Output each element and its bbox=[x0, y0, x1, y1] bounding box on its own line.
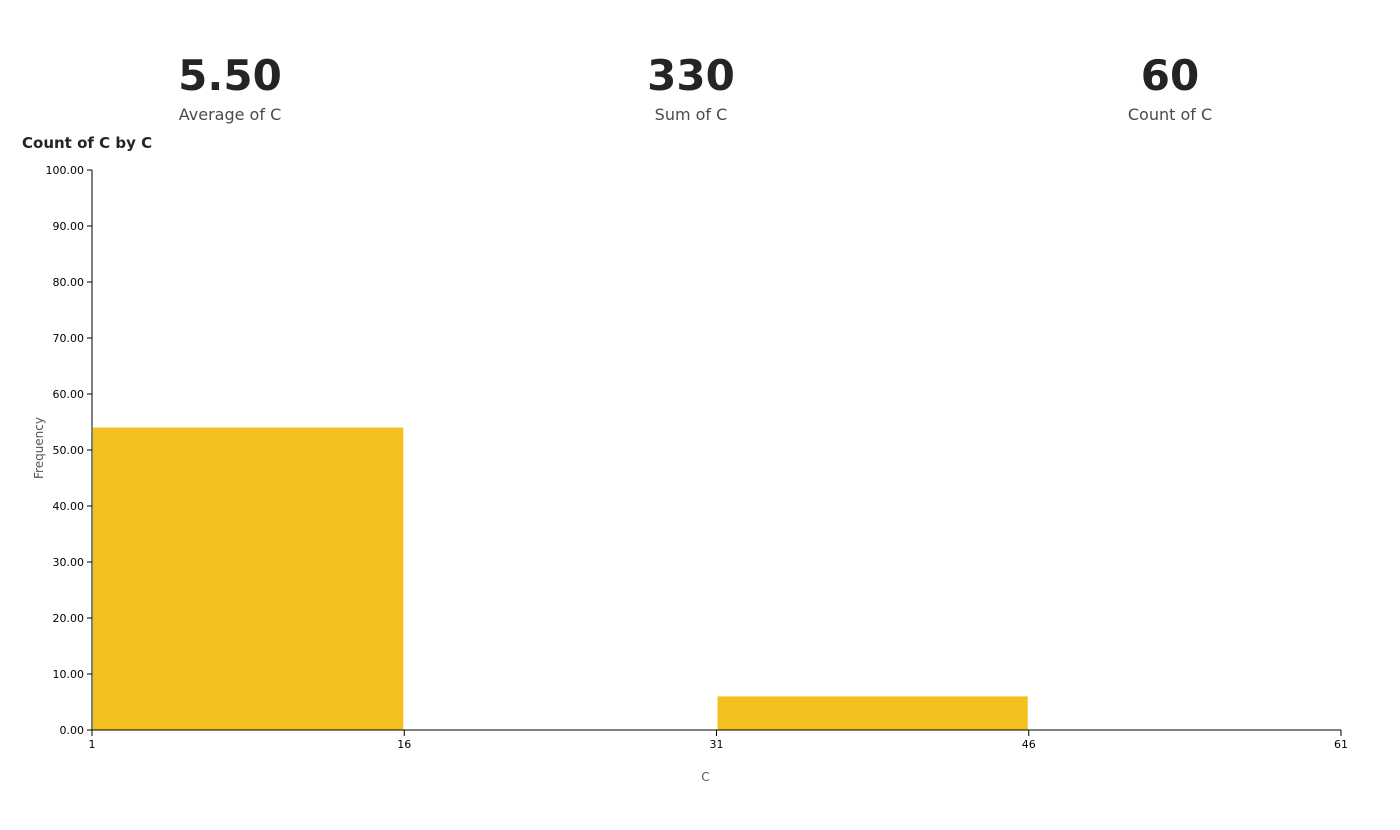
kpi-card-count: 60 Count of C bbox=[1020, 50, 1320, 126]
kpi-label-count: Count of C bbox=[1127, 105, 1213, 124]
chart-title: Count of C by C bbox=[22, 134, 153, 152]
y-tick-label: 10.00 bbox=[53, 668, 85, 681]
histogram-bar-0[interactable] bbox=[93, 427, 404, 730]
y-tick-label: 90.00 bbox=[53, 220, 85, 233]
y-tick-label: 20.00 bbox=[53, 612, 85, 625]
kpi-value-count: 60 bbox=[1140, 51, 1200, 100]
x-tick-label: 61 bbox=[1334, 738, 1348, 751]
y-tick-label: 100.00 bbox=[46, 164, 85, 177]
histogram-bar-2[interactable] bbox=[717, 696, 1028, 730]
x-axis-title: C bbox=[701, 770, 709, 784]
x-tick-label: 16 bbox=[397, 738, 411, 751]
kpi-label-sum: Sum of C bbox=[654, 105, 728, 124]
x-tick-label: 1 bbox=[89, 738, 96, 751]
y-tick-label: 0.00 bbox=[60, 724, 85, 737]
bars-group bbox=[93, 427, 1028, 730]
kpi-value-sum: 330 bbox=[647, 51, 735, 100]
y-tick-label: 50.00 bbox=[53, 444, 85, 457]
kpi-card-sum: 330 Sum of C bbox=[541, 50, 841, 126]
x-tick-label: 46 bbox=[1022, 738, 1036, 751]
y-axis-title: Frequency bbox=[32, 417, 46, 479]
y-tick-label: 60.00 bbox=[53, 388, 85, 401]
y-tick-label: 70.00 bbox=[53, 332, 85, 345]
kpi-card-average: 5.50 Average of C bbox=[80, 50, 380, 126]
x-tick-label: 31 bbox=[710, 738, 724, 751]
y-axis: 0.00 10.00 20.00 30.00 40.00 50.00 60.00 70.00 8… bbox=[46, 164, 93, 737]
x-axis: 1 16 31 46 61 bbox=[89, 729, 1348, 751]
kpi-value-average: 5.50 bbox=[178, 51, 282, 100]
y-tick-label: 40.00 bbox=[53, 500, 85, 513]
y-tick-label: 80.00 bbox=[53, 276, 85, 289]
kpi-label-average: Average of C bbox=[178, 105, 282, 124]
y-tick-label: 30.00 bbox=[53, 556, 85, 569]
